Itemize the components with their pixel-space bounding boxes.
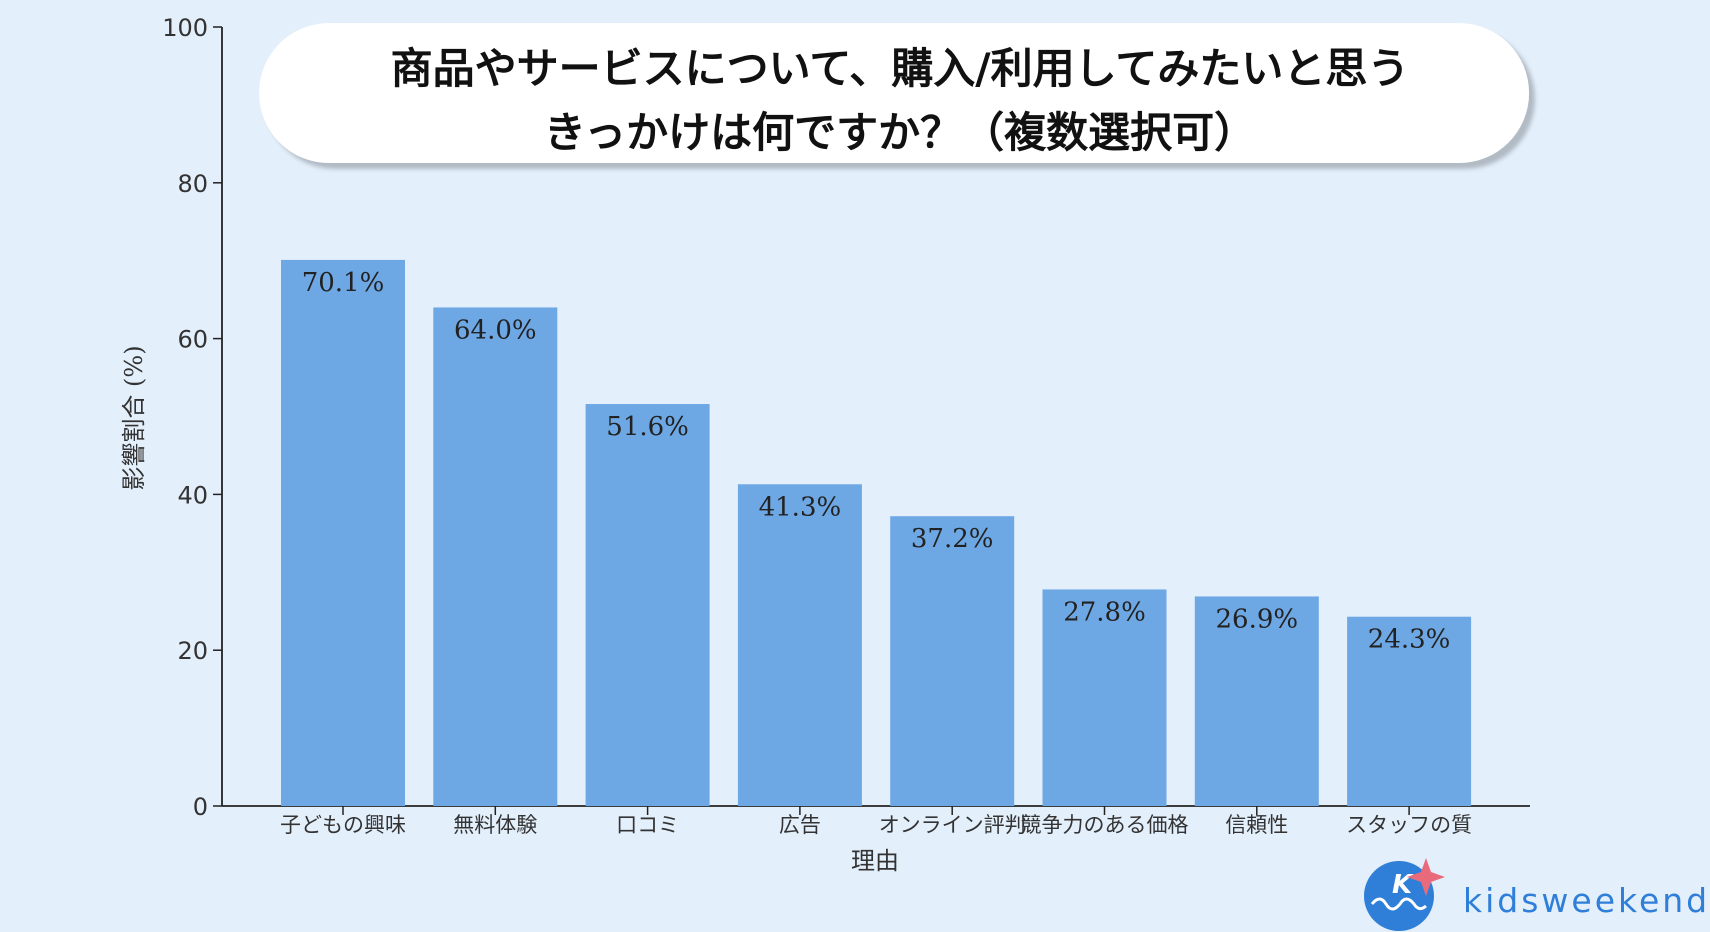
bar [890, 516, 1015, 806]
x-tick-label: 口コミ [616, 813, 679, 837]
bars [281, 259, 1472, 806]
x-tick-label: 信頼性 [1225, 813, 1288, 837]
star-icon [1407, 858, 1445, 896]
y-tick-label: 40 [177, 481, 208, 509]
title-banner-box [259, 23, 1529, 163]
y-tick-label: 0 [193, 793, 208, 821]
brand-logo: K kidsweekend [1364, 858, 1710, 931]
bar-value-label: 41.3% [759, 492, 842, 522]
y-axis-label: 影響割合 (%) [120, 345, 148, 490]
title-banner: 商品やサービスについて、購入/利用してみたいと思う きっかけは何ですか？（複数選… [259, 23, 1529, 163]
bar [1194, 596, 1319, 806]
x-axis-label: 理由 [851, 847, 899, 875]
y-tick-labels: 0 20 40 60 80 100 [162, 14, 208, 821]
brand-logo-wave [1370, 897, 1427, 911]
bar-value-label: 70.1% [302, 268, 385, 298]
bar-value-label: 26.9% [1215, 604, 1298, 634]
brand-logo-letter: K [1392, 870, 1414, 900]
bar-value-label: 24.3% [1368, 625, 1451, 655]
chart-title-line-1: 商品やサービスについて、購入/利用してみたいと思う [391, 44, 1410, 93]
bar-value-label: 37.2% [911, 524, 994, 554]
bar [1042, 589, 1167, 806]
brand-name: kidsweekend [1463, 881, 1710, 920]
y-tick-label: 100 [162, 14, 208, 42]
bar-value-label: 51.6% [606, 412, 689, 442]
bar [737, 484, 862, 806]
x-tick-label: スタッフの質 [1346, 813, 1472, 837]
x-tick-label: 広告 [779, 813, 821, 837]
y-tick-label: 20 [177, 637, 208, 665]
x-tick-label: 子どもの興味 [280, 813, 406, 837]
chart-title-line-2: きっかけは何ですか？（複数選択可） [544, 108, 1256, 157]
bar [433, 307, 558, 806]
y-tick-label: 80 [177, 170, 208, 198]
bar-value-label: 27.8% [1063, 597, 1146, 627]
x-tick-label: 競争力のある価格 [1021, 813, 1189, 837]
bar-value-label: 64.0% [454, 315, 537, 345]
x-tick-label: オンライン評判 [879, 813, 1026, 837]
bar [281, 259, 405, 806]
y-tick-label: 60 [177, 326, 208, 354]
bar [1347, 616, 1472, 806]
value-labels: 70.1% 64.0% 51.6% 41.3% 37.2% 27.8% 26.9% 24.3% [302, 268, 1451, 655]
x-tick-label: 無料体験 [453, 813, 537, 837]
bar [585, 404, 710, 806]
